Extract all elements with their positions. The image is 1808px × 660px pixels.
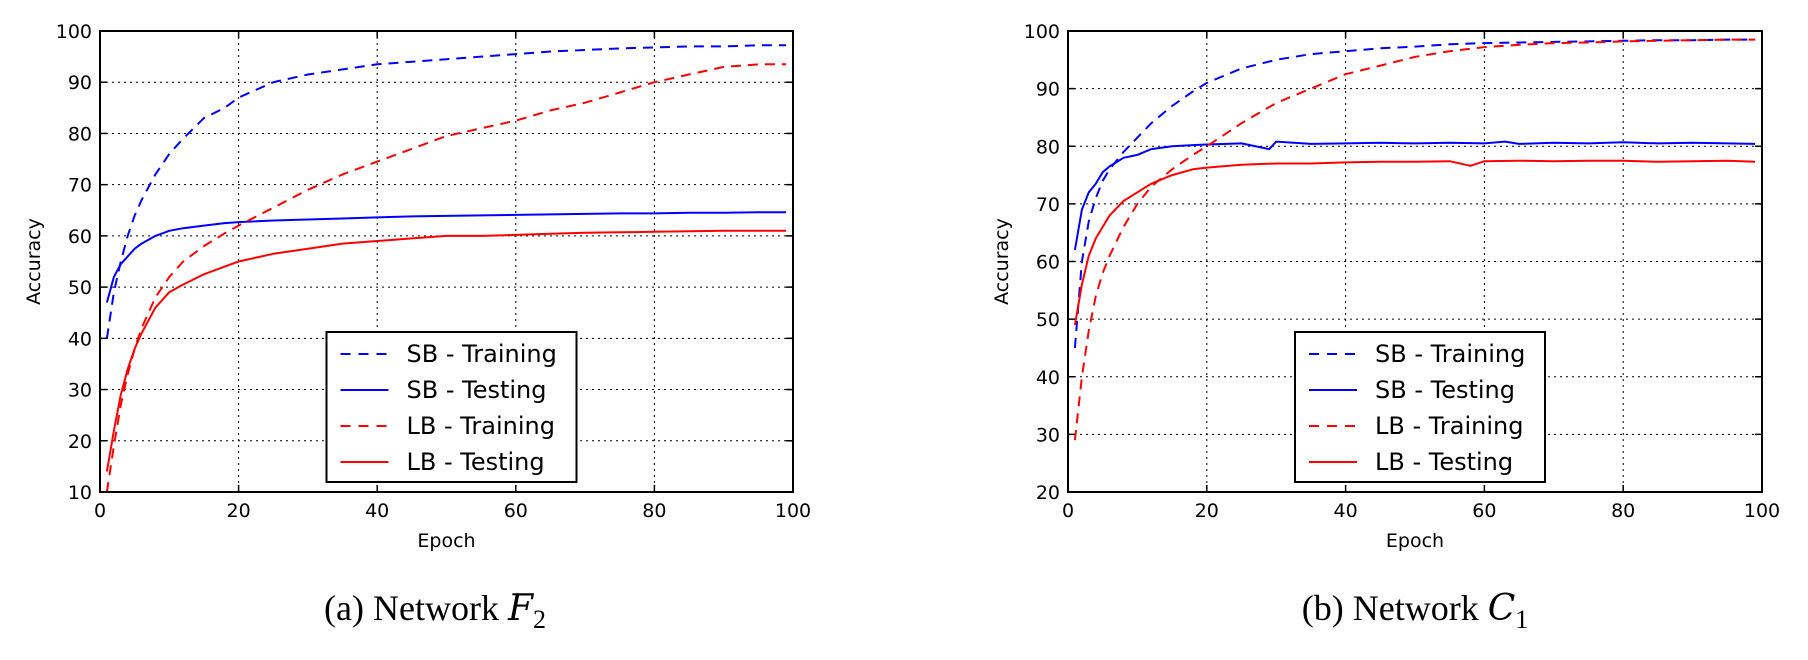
y-tick-label: 90 — [68, 72, 92, 94]
legend-label: SB - Training — [1375, 340, 1525, 368]
y-axis-label: Accuracy — [991, 218, 1013, 305]
y-tick-label: 80 — [68, 123, 92, 145]
x-tick-label: 60 — [504, 500, 528, 522]
series-line-lb-testing — [1073, 159, 1756, 326]
chart-panel-b: 0 20 40 60 80 1002030405060708090100EpochAccu… — [991, 21, 1780, 634]
y-tick-label: 70 — [1036, 194, 1060, 216]
series-line-lb-training — [105, 63, 787, 492]
y-tick-label: 50 — [68, 277, 92, 299]
x-tick-label: 0 — [94, 500, 106, 522]
series-line-sb-training — [1073, 38, 1756, 348]
legend-box — [1294, 331, 1546, 483]
y-tick-label: 60 — [68, 226, 92, 248]
y-tick-label: 10 — [68, 482, 92, 504]
series-line-lb-testing — [105, 229, 787, 472]
legend-label: LB - Testing — [407, 448, 545, 476]
y-tick-label: 40 — [68, 328, 92, 350]
series-line-sb-training — [105, 44, 787, 339]
y-axis-label: Accuracy — [23, 218, 45, 305]
figure-caption: (a) Network F2 — [324, 588, 546, 634]
y-tick-label: 60 — [1036, 252, 1060, 274]
y-tick-label: 20 — [1036, 482, 1060, 504]
figure-caption: (b) Network C1 — [1302, 588, 1529, 634]
x-tick-label: 40 — [365, 500, 389, 522]
x-tick-label: 60 — [1472, 500, 1496, 522]
x-axis-label: Epoch — [417, 530, 475, 552]
legend: SB - Training SB - Testing LB - Training LB… — [325, 331, 578, 483]
plot-frame — [99, 30, 794, 493]
x-tick-label: 100 — [775, 500, 811, 522]
legend-box — [325, 331, 578, 483]
y-tick-label: 50 — [1036, 309, 1060, 331]
chart-panel-a: 0 20 40 60 80 100 10 20 30 40 50 60 70 80 90 100 Epoch Ac… — [23, 21, 811, 634]
legend-label: LB - Training — [1375, 412, 1523, 440]
x-axis-label: Epoch — [1386, 530, 1444, 552]
x-tick-label: 40 — [1334, 500, 1358, 522]
series-line-sb-testing — [105, 211, 787, 303]
y-tick-label: 40 — [1036, 367, 1060, 389]
legend-label: LB - Testing — [1375, 448, 1513, 476]
y-tick-label: 90 — [1036, 79, 1060, 101]
legend-label: SB - Testing — [1375, 376, 1515, 404]
y-tick-label: 100 — [1024, 21, 1060, 43]
legend: SB - Training SB - Testing LB - Training LB… — [1294, 331, 1546, 483]
y-tick-label: 70 — [68, 175, 92, 197]
y-tick-label: 30 — [1036, 424, 1060, 446]
series-line-sb-testing — [1073, 140, 1756, 251]
x-tick-label: 0 — [1062, 500, 1074, 522]
legend-label: SB - Testing — [407, 376, 547, 404]
y-tick-label: 80 — [1036, 136, 1060, 158]
y-tick-label: 100 — [56, 21, 92, 43]
series-line-lb-training — [1073, 38, 1756, 441]
x-tick-label: 20 — [227, 500, 251, 522]
x-tick-label: 100 — [1744, 500, 1780, 522]
x-tick-label: 80 — [642, 500, 666, 522]
y-tick-label: 20 — [68, 431, 92, 453]
x-tick-label: 20 — [1195, 500, 1219, 522]
y-tick-label: 30 — [68, 380, 92, 402]
x-tick-label: 80 — [1611, 500, 1635, 522]
legend-label: LB - Training — [407, 412, 555, 440]
legend-label: SB - Training — [407, 340, 557, 368]
